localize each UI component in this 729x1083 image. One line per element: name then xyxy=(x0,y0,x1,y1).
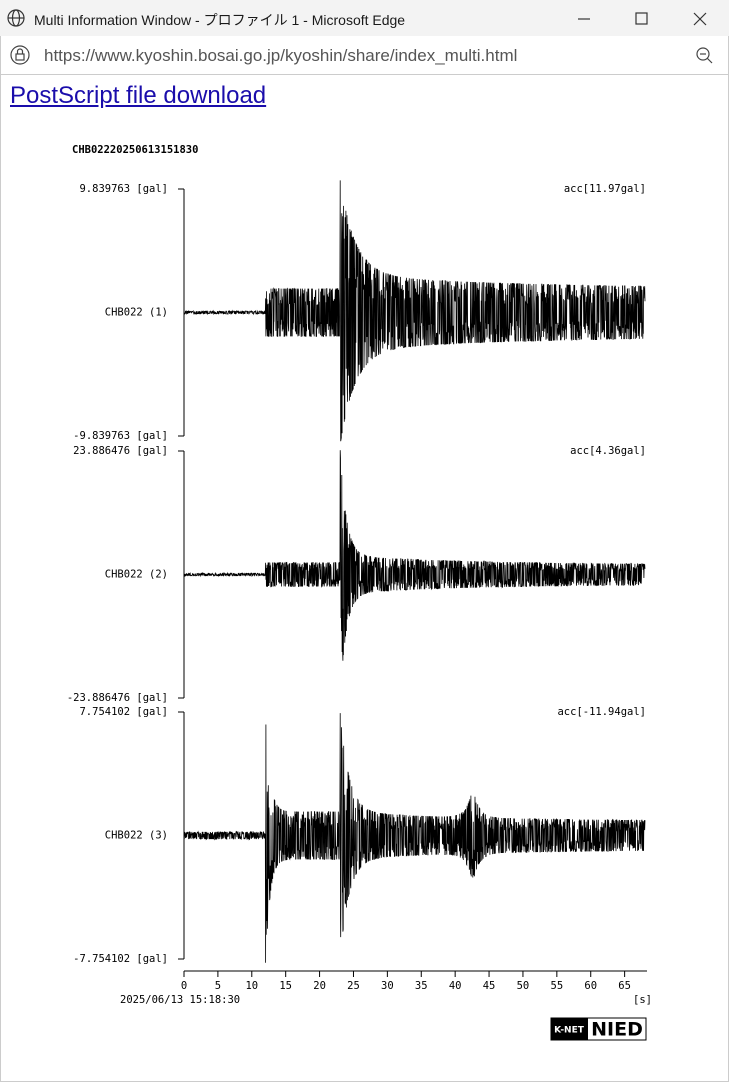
min-label: -9.839763 [gal] xyxy=(73,430,168,442)
x-tick-label: 60 xyxy=(584,980,597,992)
address-icons xyxy=(10,45,713,65)
max-label: 9.839763 [gal] xyxy=(79,183,168,195)
waveform xyxy=(183,180,646,442)
x-tick-label: 50 xyxy=(517,980,530,992)
trace-name: CHB022 (3) xyxy=(105,830,168,842)
x-tick-label: 40 xyxy=(449,980,462,992)
x-tick-label: 10 xyxy=(245,980,258,992)
x-tick-label: 35 xyxy=(415,980,428,992)
title-icons xyxy=(7,9,707,27)
peak-label: acc[11.97gal] xyxy=(564,183,646,195)
max-label: 23.886476 [gal] xyxy=(73,445,168,457)
x-tick-label: 0 xyxy=(181,980,187,992)
logo-left-bg xyxy=(551,1018,588,1040)
title-bar: Multi Information Window - プロファイル 1 - Mi… xyxy=(0,0,729,36)
x-tick-label: 55 xyxy=(551,980,564,992)
waveform xyxy=(183,450,646,661)
x-tick-label: 45 xyxy=(483,980,496,992)
x-tick-label: 25 xyxy=(347,980,360,992)
window-title: Multi Information Window - プロファイル 1 - Mi… xyxy=(34,12,406,28)
x-tick-label: 65 xyxy=(618,980,631,992)
download-link[interactable]: PostScript file download xyxy=(10,82,267,109)
address-bar[interactable]: https://www.kyoshin.bosai.go.jp/kyoshin/… xyxy=(0,36,729,75)
peak-label: acc[-11.94gal] xyxy=(557,706,646,718)
logo-right: NIED xyxy=(591,1019,643,1041)
max-label: 7.754102 [gal] xyxy=(79,706,168,718)
min-label: -23.886476 [gal] xyxy=(67,692,168,704)
logo-left: K-NET xyxy=(554,1026,585,1036)
record-id: CHB02220250613151830 xyxy=(72,144,198,156)
x-unit: [s] xyxy=(633,994,652,1006)
min-label: -7.754102 [gal] xyxy=(73,953,168,965)
url: https://www.kyoshin.bosai.go.jp/kyoshin/… xyxy=(44,46,518,65)
start-time: 2025/06/13 15:18:30 xyxy=(120,994,240,1006)
x-tick-label: 20 xyxy=(313,980,326,992)
trace-name: CHB022 (1) xyxy=(105,307,168,319)
waveform xyxy=(183,713,646,963)
peak-label: acc[4.36gal] xyxy=(570,445,646,457)
x-tick-label: 5 xyxy=(215,980,221,992)
x-tick-label: 15 xyxy=(279,980,292,992)
x-tick-label: 30 xyxy=(381,980,394,992)
trace-name: CHB022 (2) xyxy=(105,569,168,581)
